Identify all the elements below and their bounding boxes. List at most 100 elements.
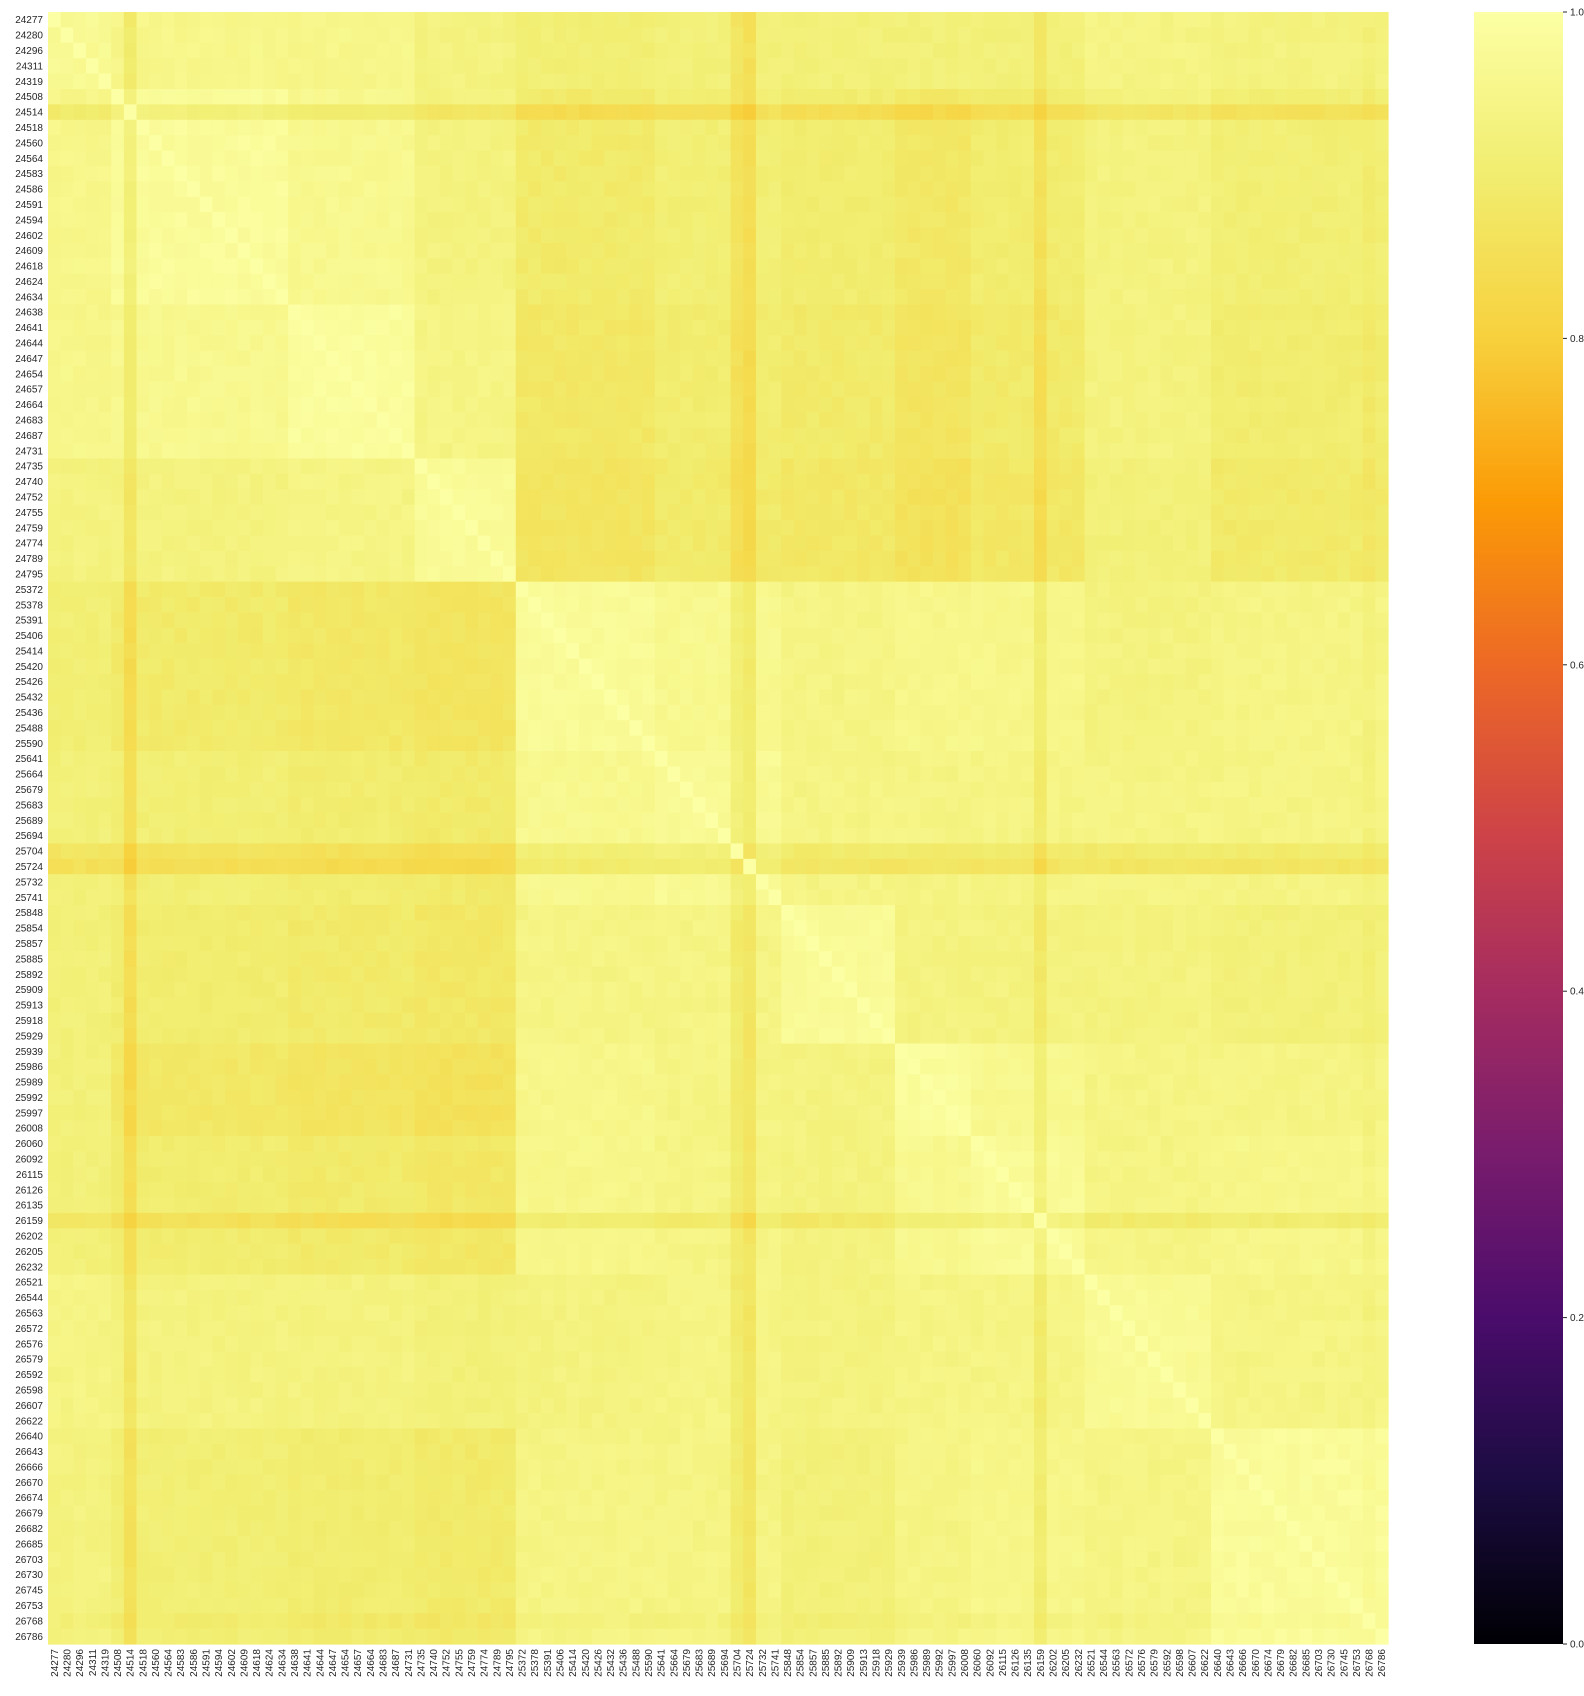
heatmap-cell <box>1312 165 1326 182</box>
heatmap-cell <box>1173 304 1187 321</box>
heatmap-cell <box>490 504 504 521</box>
heatmap-cell <box>566 381 580 398</box>
heatmap-cell <box>199 720 213 737</box>
heatmap-cell <box>1375 350 1389 367</box>
heatmap-cell <box>705 381 719 398</box>
heatmap-cell <box>224 581 239 598</box>
heatmap-cell <box>60 489 74 506</box>
heatmap-cell <box>1337 227 1351 244</box>
heatmap-cell <box>793 689 808 706</box>
heatmap-cell <box>237 366 251 383</box>
heatmap-cell <box>667 489 681 506</box>
heatmap-cell <box>907 658 921 675</box>
heatmap-cell <box>1059 443 1073 460</box>
heatmap-cell <box>1274 720 1288 737</box>
heatmap-cell <box>237 350 251 367</box>
heatmap-cell <box>98 550 112 567</box>
heatmap-cell <box>414 581 428 598</box>
heatmap-cell <box>869 273 883 290</box>
heatmap-cell <box>1286 212 1301 229</box>
heatmap-cell <box>237 381 251 398</box>
heatmap-cell <box>1236 566 1250 583</box>
heatmap-cell <box>1034 489 1048 506</box>
heatmap-cell <box>123 350 138 367</box>
heatmap-cell <box>1324 196 1339 213</box>
heatmap-cell <box>920 181 934 198</box>
heatmap-cell <box>224 212 239 229</box>
heatmap-cell <box>338 427 352 444</box>
heatmap-cell <box>1274 150 1288 167</box>
heatmap-cell <box>262 581 277 598</box>
heatmap-cell <box>1084 119 1098 136</box>
heatmap-cell <box>1236 674 1250 691</box>
heatmap-cell <box>98 658 112 675</box>
heatmap-cell <box>755 12 770 28</box>
heatmap-cell <box>275 520 289 537</box>
heatmap-cell <box>819 304 833 321</box>
heatmap-cell <box>831 242 846 259</box>
heatmap-cell <box>844 597 858 614</box>
heatmap-cell <box>958 165 972 182</box>
heatmap-cell <box>768 427 782 444</box>
heatmap-cell <box>364 181 378 198</box>
heatmap-cell <box>1147 319 1162 336</box>
heatmap-cell <box>1299 42 1313 59</box>
heatmap-cell <box>85 535 100 552</box>
heatmap-cell <box>1185 566 1199 583</box>
heatmap-cell <box>1059 12 1073 28</box>
heatmap-cell <box>174 12 188 28</box>
heatmap-cell <box>60 458 74 475</box>
heatmap-cell <box>932 273 947 290</box>
heatmap-cell <box>1071 627 1086 644</box>
heatmap-cell <box>793 319 808 336</box>
heatmap-cell <box>819 550 833 567</box>
heatmap-cell <box>705 658 719 675</box>
heatmap-cell <box>566 119 580 136</box>
heatmap-cell <box>566 88 580 105</box>
heatmap-cell <box>819 135 833 152</box>
heatmap-cell <box>920 689 934 706</box>
heatmap-cell <box>199 458 213 475</box>
heatmap-cell <box>452 88 466 105</box>
heatmap-cell <box>48 720 62 737</box>
heatmap-cell <box>958 535 972 552</box>
heatmap-cell <box>300 42 315 59</box>
heatmap-cell <box>161 612 176 629</box>
heatmap-cell <box>1362 304 1376 321</box>
heatmap-cell <box>1211 627 1225 644</box>
heatmap-cell <box>869 412 883 429</box>
heatmap-cell <box>250 104 264 121</box>
heatmap-cell <box>515 581 529 598</box>
heatmap-cell <box>1337 581 1351 598</box>
heatmap-cell <box>1236 242 1250 259</box>
heatmap-cell <box>1261 27 1275 44</box>
heatmap-cell <box>452 258 466 275</box>
heatmap-cell <box>1350 150 1364 167</box>
heatmap-cell <box>844 289 858 306</box>
heatmap-cell <box>869 165 883 182</box>
heatmap-cell <box>389 581 403 598</box>
heatmap-cell <box>932 381 947 398</box>
heatmap-cell <box>1021 504 1035 521</box>
heatmap-cell <box>857 304 871 321</box>
heatmap-cell <box>604 643 618 660</box>
heatmap-cell <box>932 489 947 506</box>
heatmap-cell <box>60 504 74 521</box>
heatmap-cell <box>642 58 656 75</box>
heatmap-cell <box>642 289 656 306</box>
heatmap-cell <box>1312 550 1326 567</box>
heatmap-cell <box>591 443 605 460</box>
heatmap-cell <box>553 212 567 229</box>
heatmap-cell <box>718 473 732 490</box>
heatmap-cell <box>642 720 656 737</box>
heatmap-cell <box>1324 227 1339 244</box>
heatmap-cell <box>1286 489 1301 506</box>
heatmap-cell <box>1185 242 1199 259</box>
heatmap-cell <box>1021 412 1035 429</box>
heatmap-cell <box>642 73 656 90</box>
heatmap-cell <box>1312 304 1326 321</box>
heatmap-cell <box>174 627 188 644</box>
heatmap-cell <box>1173 319 1187 336</box>
heatmap-cell <box>60 643 74 660</box>
heatmap-cell <box>187 289 201 306</box>
